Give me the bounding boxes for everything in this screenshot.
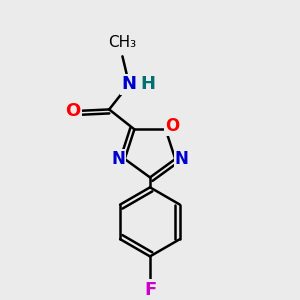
Text: F: F — [144, 280, 156, 298]
Text: N: N — [122, 75, 136, 93]
Text: N: N — [111, 150, 125, 168]
Text: O: O — [165, 117, 179, 135]
Text: N: N — [175, 150, 189, 168]
Text: O: O — [65, 102, 80, 120]
Text: H: H — [140, 75, 155, 93]
Text: CH₃: CH₃ — [108, 35, 136, 50]
